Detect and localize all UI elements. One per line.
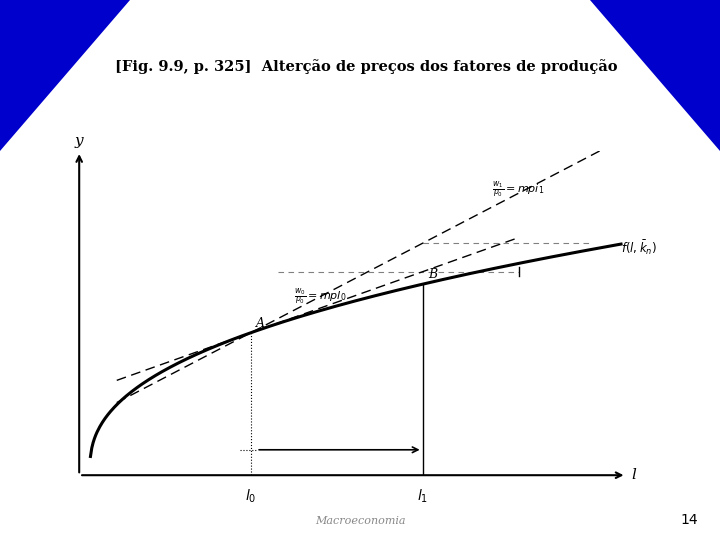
Text: y: y xyxy=(75,134,84,148)
Polygon shape xyxy=(590,0,720,151)
Text: $\frac{w_1}{p_0} = mpi_1$: $\frac{w_1}{p_0} = mpi_1$ xyxy=(492,179,544,200)
Text: A: A xyxy=(256,316,265,329)
Text: $f(l, \bar{k}_n)$: $f(l, \bar{k}_n)$ xyxy=(621,239,657,258)
Text: $l_0$: $l_0$ xyxy=(246,488,256,505)
Polygon shape xyxy=(0,0,130,151)
Text: [Fig. 9.9, p. 325]  Alterção de preços dos fatores de produção: [Fig. 9.9, p. 325] Alterção de preços do… xyxy=(115,59,618,75)
Text: l: l xyxy=(631,468,636,482)
Text: Macroeconomia: Macroeconomia xyxy=(315,516,405,526)
Text: $\frac{w_0}{p_0} = mpl_0$: $\frac{w_0}{p_0} = mpl_0$ xyxy=(294,287,346,308)
Text: B: B xyxy=(428,268,437,281)
Text: 14: 14 xyxy=(681,512,698,526)
Text: $l_1$: $l_1$ xyxy=(417,488,428,505)
